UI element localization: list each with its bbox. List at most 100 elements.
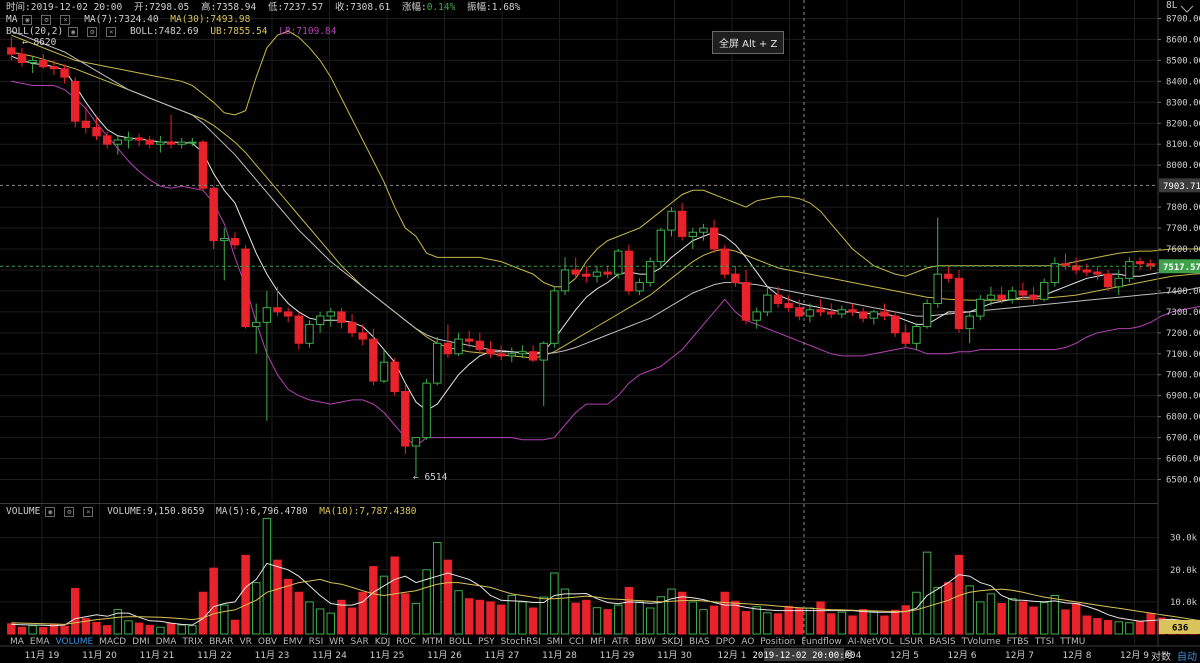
settings-icon[interactable]: ⚙ xyxy=(64,506,75,517)
auto-scale-button[interactable]: 自动 xyxy=(1177,652,1197,663)
close-icon[interactable]: × xyxy=(60,14,71,25)
indicator-tab-ftbs[interactable]: FTBS xyxy=(1006,637,1029,647)
indicator-tab-psy[interactable]: PSY xyxy=(478,637,495,647)
candle xyxy=(603,265,612,279)
candle xyxy=(624,244,634,296)
indicator-tab-position[interactable]: Position xyxy=(760,637,796,647)
indicator-tab-dpo[interactable]: DPO xyxy=(715,637,736,647)
indicator-tab-mfi[interactable]: MFI xyxy=(590,637,606,647)
candle xyxy=(773,286,783,308)
candle-body xyxy=(60,68,69,78)
volume-ma-lines xyxy=(11,562,1200,627)
indicator-tab-volume[interactable]: VOLUME xyxy=(55,637,94,647)
indicator-tab-bias[interactable]: BIAS xyxy=(689,637,710,647)
indicator-tab-ai-netvol[interactable]: AI-NetVOL xyxy=(847,637,894,647)
candle xyxy=(401,385,410,455)
indicator-tab-bbw[interactable]: BBW xyxy=(634,637,656,647)
log-scale-button[interactable]: 对数 xyxy=(1151,652,1171,663)
price-axis[interactable]: 8L 8700.00 8600.00 8500.00 8400.00 8300.00 820… xyxy=(1157,0,1200,646)
date-tick-label: 11月 23 xyxy=(255,650,290,661)
crosshair-price-tag xyxy=(1159,178,1200,193)
indicator-tab-brar[interactable]: BRAR xyxy=(209,637,234,647)
indicator-tab-mtm[interactable]: MTM xyxy=(421,637,443,647)
candle-body xyxy=(997,294,1006,300)
indicator-tab-dmi[interactable]: DMI xyxy=(132,637,150,647)
volume-bar xyxy=(422,569,431,635)
candle xyxy=(805,303,815,323)
indicator-tab-tvolume[interactable]: TVolume xyxy=(961,637,1001,647)
close-icon[interactable]: × xyxy=(106,26,117,37)
candle-body xyxy=(901,332,910,344)
volume-bar xyxy=(7,623,16,635)
price-tick-label: 6700.00 xyxy=(1166,434,1200,444)
indicator-tab-stochrsi[interactable]: StochRSI xyxy=(500,637,541,647)
indicator-tab-ema[interactable]: EMA xyxy=(29,637,50,647)
indicator-tab-atr[interactable]: ATR xyxy=(611,637,629,647)
indicator-tab-smi[interactable]: SMI xyxy=(546,637,563,647)
indicator-tab-kdj[interactable]: KDJ xyxy=(374,637,391,647)
candle xyxy=(1050,257,1060,287)
indicator-tab-boll[interactable]: BOLL xyxy=(448,637,473,647)
volume-axis[interactable]: 30.0k 20.0k 10.0k 636 xyxy=(1159,534,1200,634)
indicator-tab-trix[interactable]: TRIX xyxy=(182,637,203,647)
indicator-tab-sar[interactable]: SAR xyxy=(350,637,369,647)
settings-icon[interactable]: ⚙ xyxy=(87,26,98,37)
indicator-tab-ao[interactable]: AO xyxy=(741,637,755,647)
indicator-tab-rsi[interactable]: RSI xyxy=(308,637,324,647)
eye-icon[interactable]: ◉ xyxy=(22,14,33,25)
volume-bar xyxy=(475,599,485,635)
indicator-tab-ttsi[interactable]: TTSI xyxy=(1034,637,1055,647)
pane-separator[interactable] xyxy=(0,503,1158,504)
indicator-tab-skdj[interactable]: SKDJ xyxy=(661,637,684,647)
candle-body xyxy=(614,250,623,275)
settings-icon[interactable]: ⚙ xyxy=(41,14,52,25)
candle xyxy=(315,311,325,333)
date-axis[interactable]: 11月 19 11月 20 11月 21 11月 22 11月 23 11月 24 11月 … xyxy=(0,645,1200,661)
volume-bar xyxy=(901,605,910,635)
candle-body xyxy=(49,66,59,70)
candle-body xyxy=(379,361,389,382)
price-tick-label: 7600.00 xyxy=(1166,245,1200,255)
candle xyxy=(390,357,399,396)
volume-ma5-value: MA(5):6,796.4780 xyxy=(216,506,308,517)
indicator-tab-fundflow[interactable]: Fundflow xyxy=(801,637,842,647)
candle xyxy=(379,349,389,384)
ohlc-header: 时间:2019-12-02 20:00 开:7298.05 高:7358.94 … xyxy=(6,2,526,14)
indicator-tab-roc[interactable]: ROC xyxy=(396,637,416,647)
indicator-tab-dma[interactable]: DMA xyxy=(155,637,177,647)
candle xyxy=(965,311,974,344)
candle xyxy=(209,186,218,249)
indicator-tab-macd[interactable]: MACD xyxy=(99,637,127,647)
price-tick-label: 8000.00 xyxy=(1166,161,1200,171)
price-axis-top-label: 8L xyxy=(1166,0,1178,11)
candle xyxy=(198,140,208,191)
candle xyxy=(1061,253,1070,270)
candle xyxy=(837,305,847,319)
indicator-tab-wr[interactable]: WR xyxy=(329,637,345,647)
eye-icon[interactable]: ◉ xyxy=(45,506,56,517)
volume-bar xyxy=(230,619,240,635)
candle xyxy=(369,328,378,386)
volume-bar xyxy=(912,591,921,635)
indicator-tab-vr[interactable]: VR xyxy=(239,637,252,647)
candle xyxy=(528,345,538,363)
indicator-tab-basis[interactable]: BASIS xyxy=(929,637,956,647)
price-tick-label: 8100.00 xyxy=(1166,140,1200,150)
indicator-tab-cci[interactable]: CCI xyxy=(568,637,585,647)
volume-ma10-line xyxy=(11,578,1200,625)
indicator-tab-lsur[interactable]: LSUR xyxy=(899,637,924,647)
candle xyxy=(784,295,793,312)
volume-bar xyxy=(464,598,474,635)
indicator-tab-ma[interactable]: MA xyxy=(10,637,24,647)
volume-bar xyxy=(102,625,112,635)
volume-bar xyxy=(39,627,48,635)
candle xyxy=(60,64,69,84)
volume-bar xyxy=(496,604,506,635)
indicator-tab-emv[interactable]: EMV xyxy=(283,637,303,647)
close-icon[interactable]: × xyxy=(83,506,94,517)
eye-icon[interactable]: ◉ xyxy=(68,26,79,37)
candle-body xyxy=(752,311,761,321)
indicator-tab-obv[interactable]: OBV xyxy=(257,637,278,647)
indicator-tab-ttmu[interactable]: TTMU xyxy=(1060,637,1086,647)
